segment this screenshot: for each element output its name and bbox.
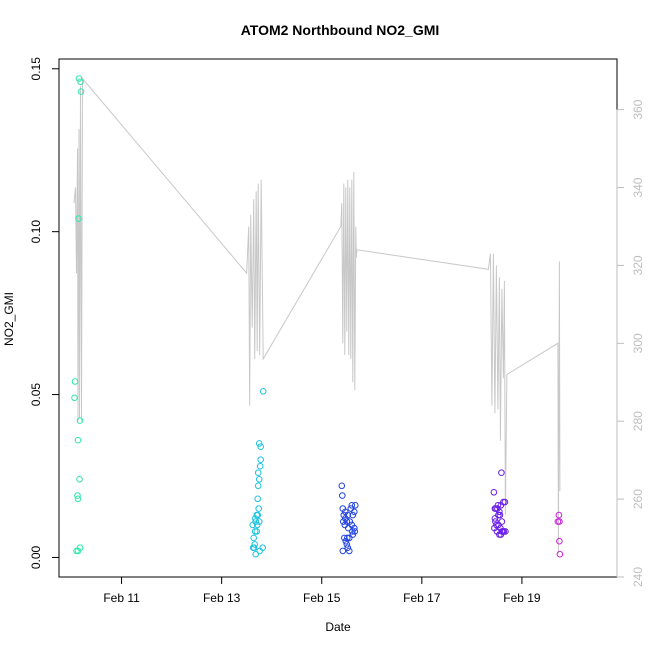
data-point-flight-1 (77, 78, 84, 86)
data-point-flight-1 (75, 75, 83, 82)
y-tick-label: 0.00 (29, 545, 43, 569)
data-point-flight-1 (71, 378, 79, 385)
data-point-flight-2 (252, 550, 259, 558)
y2-tick-label: 300 (631, 333, 645, 353)
y2-tick-label: 360 (631, 99, 645, 119)
data-point-flight-2 (253, 521, 261, 529)
chart-title: ATOM2 Northbound NO2_GMI (241, 22, 440, 38)
data-point-flight-1 (76, 476, 83, 483)
data-point-flight-4 (498, 518, 506, 525)
data-point-flight-1 (74, 492, 81, 499)
data-point-flight-3 (340, 518, 347, 525)
x-axis-label: Date (325, 620, 351, 634)
data-point-flight-3 (338, 482, 346, 490)
data-point-flight-3 (340, 511, 348, 519)
x-tick-label: Feb 13 (203, 591, 241, 605)
y2-tick-label: 340 (631, 177, 645, 197)
secondary-series-line (73, 77, 561, 554)
data-point-flight-3 (352, 502, 359, 509)
plot-frame (58, 58, 618, 578)
y2-tick-label: 260 (631, 489, 645, 509)
data-point-flight-3 (348, 502, 356, 509)
data-point-flight-4 (491, 505, 499, 512)
secondary-line-layer (73, 77, 561, 554)
data-point-flight-4 (490, 489, 498, 496)
data-point-flight-2 (254, 495, 262, 503)
y-tick-label: 0.10 (29, 220, 43, 244)
data-point-flight-3 (346, 547, 353, 555)
data-point-flight-2 (254, 482, 262, 490)
data-point-flight-2 (250, 544, 258, 552)
data-point-flight-4 (497, 502, 505, 509)
data-point-flight-1 (77, 88, 85, 95)
y-axis-label: NO2_GMI (2, 292, 16, 346)
data-point-flight-3 (343, 518, 351, 525)
data-point-flight-4 (496, 508, 503, 516)
data-point-flight-3 (349, 531, 357, 538)
data-point-flight-4 (501, 498, 509, 506)
data-point-flight-2 (255, 440, 263, 447)
data-point-flight-3 (344, 544, 352, 552)
data-point-flight-3 (343, 541, 351, 548)
data-point-flight-3 (346, 534, 353, 542)
data-point-flight-3 (351, 508, 358, 516)
data-point-flight-2 (253, 528, 261, 535)
data-points-layer (71, 75, 564, 558)
data-point-flight-1 (76, 544, 84, 552)
data-point-flight-4 (496, 511, 504, 519)
data-point-flight-3 (341, 534, 348, 542)
data-point-flight-2 (255, 476, 263, 483)
x-tick-label: Feb 19 (503, 591, 541, 605)
y2-tick-label: 240 (631, 567, 645, 587)
data-point-flight-2 (250, 534, 257, 542)
x-tick-label: Feb 17 (403, 591, 441, 605)
data-point-flight-3 (339, 492, 346, 499)
data-point-flight-2 (256, 462, 264, 470)
data-point-flight-3 (349, 528, 356, 535)
data-point-flight-2 (254, 469, 262, 477)
y-tick-label: 0.05 (29, 383, 43, 407)
data-point-flight-3 (342, 537, 350, 545)
data-point-flight-2 (257, 456, 265, 464)
data-point-flight-3 (345, 524, 352, 532)
data-point-flight-3 (347, 505, 355, 512)
data-point-flight-2 (251, 515, 259, 522)
y-tick-label: 0.15 (29, 57, 43, 81)
data-point-flight-2 (257, 443, 265, 451)
data-point-flight-1 (74, 436, 82, 444)
data-point-flight-5 (556, 537, 563, 545)
y-axis-right: 240 260 280 300 320 340 360 (616, 99, 645, 587)
data-point-flight-3 (349, 511, 357, 519)
y2-tick-label: 280 (631, 411, 645, 431)
data-point-flight-2 (256, 547, 264, 555)
data-point-flight-5 (556, 550, 564, 558)
data-point-flight-1 (74, 495, 82, 503)
data-point-flight-4 (502, 528, 509, 535)
data-point-flight-4 (491, 515, 499, 522)
data-point-flight-5 (555, 511, 563, 519)
data-point-flight-2 (255, 505, 263, 512)
data-point-flight-1 (71, 394, 78, 402)
data-point-flight-4 (498, 469, 505, 477)
data-point-flight-2 (249, 521, 256, 529)
data-point-flight-3 (339, 547, 347, 555)
data-point-flight-3 (344, 534, 351, 542)
y2-tick-label: 320 (631, 255, 645, 275)
data-point-flight-2 (259, 388, 267, 395)
data-point-flight-1 (76, 417, 84, 424)
data-point-flight-2 (255, 518, 263, 525)
x-axis: Feb 11 Feb 13 Feb 15 Feb 17 Feb 19 (103, 576, 541, 605)
data-point-flight-2 (251, 541, 258, 548)
data-point-flight-3 (346, 518, 354, 525)
data-point-flight-5 (556, 518, 563, 525)
y-axis-left: 0.00 0.05 0.10 0.15 (29, 57, 60, 569)
x-tick-label: Feb 15 (303, 591, 341, 605)
x-tick-label: Feb 11 (103, 591, 140, 605)
data-point-flight-1 (75, 215, 82, 222)
data-point-flight-4 (497, 531, 505, 538)
